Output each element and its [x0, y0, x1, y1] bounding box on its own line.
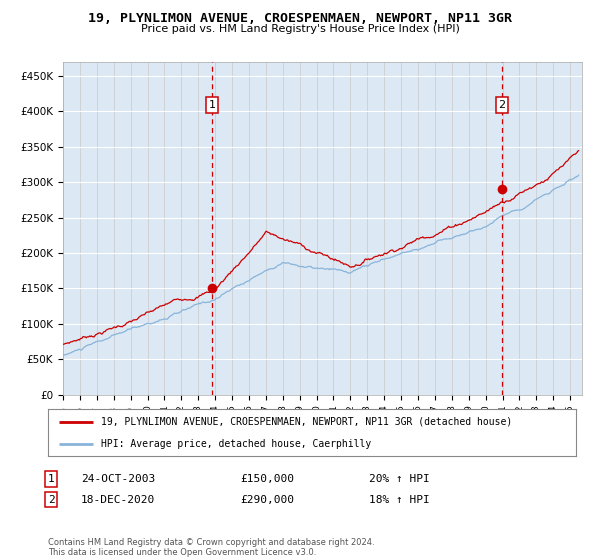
Text: Contains HM Land Registry data © Crown copyright and database right 2024.
This d: Contains HM Land Registry data © Crown c… [48, 538, 374, 557]
Text: 19, PLYNLIMON AVENUE, CROESPENMAEN, NEWPORT, NP11 3GR (detached house): 19, PLYNLIMON AVENUE, CROESPENMAEN, NEWP… [101, 417, 512, 427]
Text: 20% ↑ HPI: 20% ↑ HPI [369, 474, 430, 484]
Text: 1: 1 [47, 474, 55, 484]
Text: 24-OCT-2003: 24-OCT-2003 [81, 474, 155, 484]
Text: £150,000: £150,000 [240, 474, 294, 484]
Text: £290,000: £290,000 [240, 494, 294, 505]
Text: 18% ↑ HPI: 18% ↑ HPI [369, 494, 430, 505]
Text: Price paid vs. HM Land Registry's House Price Index (HPI): Price paid vs. HM Land Registry's House … [140, 24, 460, 34]
Text: 2: 2 [499, 100, 505, 110]
Text: 19, PLYNLIMON AVENUE, CROESPENMAEN, NEWPORT, NP11 3GR: 19, PLYNLIMON AVENUE, CROESPENMAEN, NEWP… [88, 12, 512, 25]
Text: 18-DEC-2020: 18-DEC-2020 [81, 494, 155, 505]
Text: 1: 1 [209, 100, 215, 110]
Text: 2: 2 [47, 494, 55, 505]
Text: HPI: Average price, detached house, Caerphilly: HPI: Average price, detached house, Caer… [101, 438, 371, 449]
